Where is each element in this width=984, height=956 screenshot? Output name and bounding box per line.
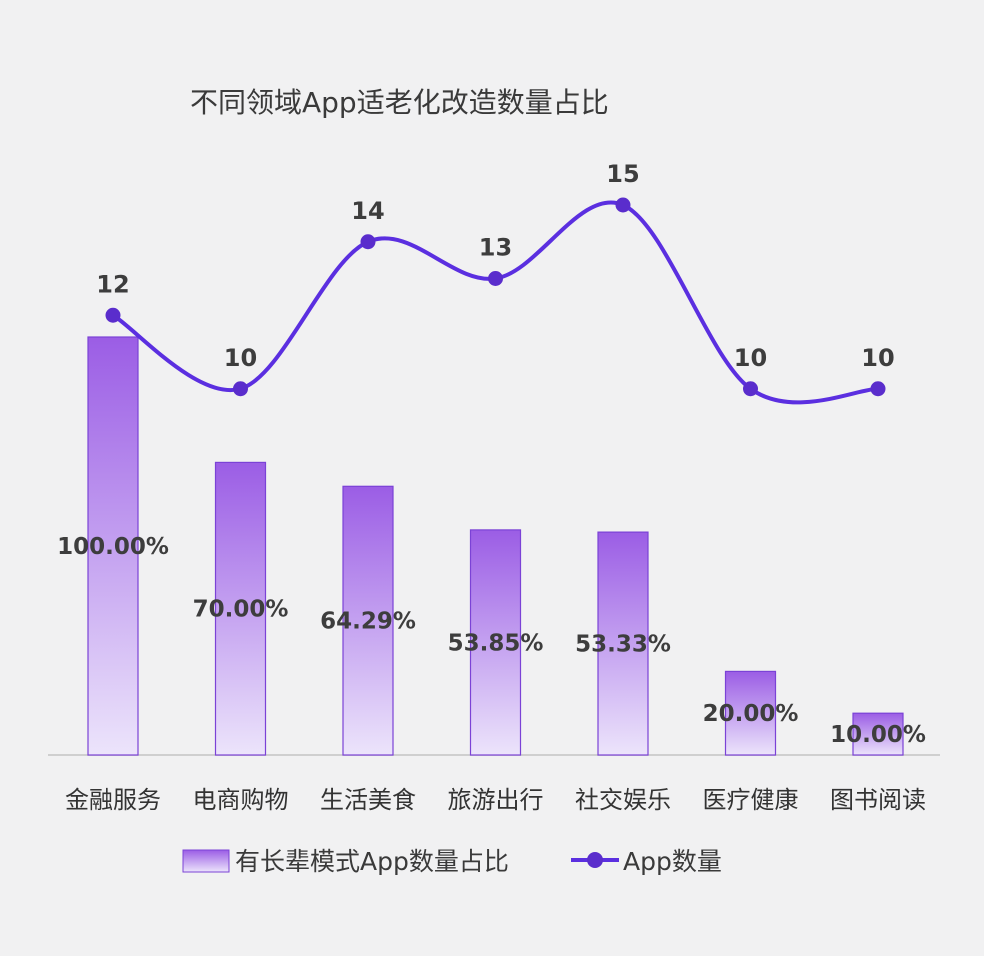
bar-1	[87, 336, 139, 756]
category-label-3: 生活美食	[320, 786, 416, 814]
category-label-7: 图书阅读	[830, 786, 926, 814]
line-point-1	[105, 307, 121, 323]
app-count-line	[111, 200, 880, 405]
line-point-6	[743, 381, 758, 397]
legend-line-label: App数量	[623, 847, 722, 876]
bar-value-label-7: 10.00%	[830, 722, 926, 748]
line-point-5	[615, 197, 631, 213]
bar-value-label-1: 100.00%	[57, 534, 169, 560]
bar-6	[724, 670, 777, 756]
line-value-label-4: 13	[479, 234, 512, 262]
category-label-2: 电商购物	[193, 786, 289, 814]
line-value-label-7: 10	[861, 344, 894, 372]
legend-bar-swatch	[182, 849, 230, 873]
bar-7	[852, 712, 904, 756]
line-point-3	[360, 234, 376, 250]
line-value-label-1: 12	[96, 270, 129, 298]
line-point-7	[870, 381, 886, 397]
line-value-label-2: 10	[224, 344, 257, 372]
bar-value-label-4: 53.85%	[448, 631, 544, 657]
line-point-4	[488, 271, 503, 286]
chart-title: 不同领域App适老化改造数量占比	[190, 86, 609, 119]
legend-line-marker	[587, 852, 603, 868]
line-point-2	[233, 381, 248, 397]
bar-value-label-5: 53.33%	[575, 632, 671, 658]
bar-4	[469, 529, 522, 756]
category-labels: 金融服务 电商购物 生活美食 旅游出行 社交娱乐 医疗健康 图书阅读	[65, 786, 926, 814]
labels-layer: 12 10 14 13 15 10 10 100.00% 70.00% 64.29% 53.85% 5…	[57, 160, 926, 748]
line-value-label-3: 14	[351, 197, 384, 225]
bar-5	[597, 531, 649, 756]
bar-value-label-2: 70.00%	[193, 597, 289, 623]
bar-2	[214, 461, 267, 756]
bar-value-label-6: 20.00%	[703, 701, 799, 727]
category-label-4: 旅游出行	[448, 786, 544, 814]
line-value-label-6: 10	[734, 344, 767, 372]
line-value-label-5: 15	[606, 160, 639, 188]
bar-3	[342, 485, 394, 756]
category-label-6: 医疗健康	[703, 786, 799, 814]
bars-layer	[87, 336, 904, 756]
category-label-5: 社交娱乐	[575, 786, 671, 814]
category-label-1: 金融服务	[65, 786, 161, 814]
legend: 有长辈模式App数量占比 App数量	[182, 847, 722, 876]
line-layer	[105, 197, 886, 405]
legend-bar-label: 有长辈模式App数量占比	[235, 847, 509, 876]
bar-value-label-3: 64.29%	[320, 609, 416, 635]
